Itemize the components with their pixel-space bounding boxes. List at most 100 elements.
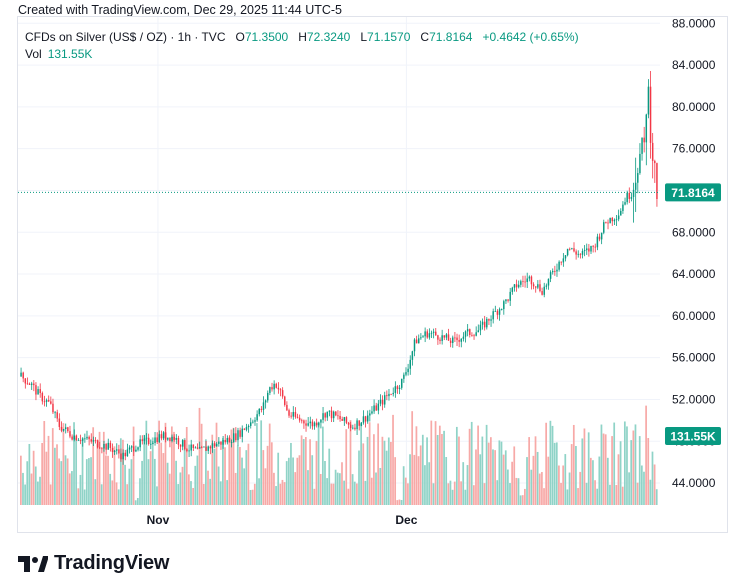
volume-bar	[373, 434, 375, 505]
volume-bar	[419, 445, 422, 505]
volume-bar	[266, 445, 269, 505]
volume-bar	[511, 461, 513, 505]
volume-bar	[245, 450, 248, 505]
candle-body	[28, 383, 31, 385]
volume-bar	[640, 465, 643, 505]
candle-body	[116, 449, 118, 451]
candle-body	[79, 440, 82, 441]
candle-body	[492, 311, 494, 320]
candle-body	[188, 450, 190, 452]
volume-bar	[185, 426, 188, 505]
symbol-name[interactable]: CFDs on Silver (US$ / OZ) · 1h · TVC	[25, 30, 226, 44]
candle-body	[543, 286, 545, 295]
candle-body	[347, 422, 350, 425]
candle-body	[184, 440, 186, 450]
candle-body	[456, 337, 458, 341]
candle-body	[420, 337, 422, 339]
volume-bar	[298, 455, 301, 505]
candle-body	[137, 447, 139, 450]
volume-bar	[60, 461, 63, 505]
volume-bar	[122, 439, 124, 505]
candle-body	[133, 446, 135, 452]
candle-body	[33, 383, 35, 386]
volume-bar	[222, 437, 224, 505]
volume-bar	[647, 438, 650, 505]
candle-body	[198, 446, 201, 449]
volume-bar	[634, 424, 637, 505]
candle-body	[22, 372, 24, 379]
volume-bar	[188, 474, 190, 505]
candle-body	[143, 438, 146, 441]
candle-body	[426, 331, 429, 338]
volume-bar	[366, 436, 369, 505]
candle-body	[96, 440, 99, 448]
volume-bar	[241, 457, 243, 505]
volume-bar	[239, 447, 241, 505]
volume-bar	[558, 465, 560, 505]
candle-body	[560, 261, 562, 263]
volume-bar	[262, 450, 265, 505]
volume-bar	[277, 452, 280, 505]
volume-bar	[530, 469, 533, 505]
volume-bar	[132, 426, 135, 505]
volume-bar	[49, 484, 52, 505]
candle-body	[596, 236, 599, 248]
candle-body	[588, 248, 590, 252]
candle-body	[313, 422, 316, 427]
volume-bar	[628, 472, 630, 505]
x-tick-label: Dec	[395, 513, 417, 527]
candle-body	[566, 248, 569, 256]
candle-body	[209, 446, 212, 449]
candle-body	[69, 431, 71, 437]
candle-body	[413, 339, 416, 352]
y-tick-label: 44.0000	[672, 476, 716, 490]
candle-body	[337, 415, 339, 417]
y-tick-label: 84.0000	[672, 58, 716, 72]
created-with-header: Created with TradingView.com, Dec 29, 20…	[18, 3, 343, 17]
volume-bar	[251, 489, 254, 505]
volume-bar	[126, 484, 129, 505]
volume-bar	[37, 481, 39, 505]
volume-bar	[311, 455, 314, 505]
candle-body	[341, 419, 343, 421]
candle-body	[107, 442, 110, 450]
volume-bar	[407, 483, 409, 505]
candle-body	[639, 153, 641, 174]
chart-frame[interactable]	[17, 16, 728, 533]
volume-bar	[528, 437, 530, 505]
candle-body	[520, 281, 522, 285]
volume-bar	[41, 442, 43, 505]
candle-body	[452, 337, 454, 343]
candle-body	[369, 413, 371, 416]
candle-body	[286, 404, 288, 411]
candle-body	[615, 219, 618, 221]
candle-body	[513, 284, 516, 288]
volume-bar	[351, 474, 354, 505]
candle-body	[315, 422, 318, 426]
volume-bar	[75, 437, 78, 505]
volume-bar	[196, 455, 199, 505]
volume-bar	[234, 472, 237, 505]
volume-bar	[58, 458, 61, 505]
tradingview-logo[interactable]: TradingView	[18, 552, 169, 575]
candle-body	[139, 439, 141, 448]
volume-bar	[26, 461, 29, 505]
volume-bar	[198, 407, 201, 505]
volume-bar	[390, 441, 392, 505]
candle-body	[164, 432, 167, 440]
candle-body	[362, 416, 365, 423]
candle-body	[537, 284, 539, 288]
candle-body	[196, 447, 199, 449]
volume-bar	[273, 472, 275, 505]
candle-body	[466, 329, 469, 332]
candle-body	[328, 410, 331, 412]
volume-bar	[71, 471, 73, 505]
volume-bar	[543, 488, 545, 505]
volume-bar	[141, 460, 143, 505]
volume-bar	[545, 422, 548, 505]
candle-body	[298, 417, 301, 421]
candle-body	[592, 245, 594, 247]
volume-bar	[143, 434, 146, 505]
volume-bar	[547, 456, 550, 505]
